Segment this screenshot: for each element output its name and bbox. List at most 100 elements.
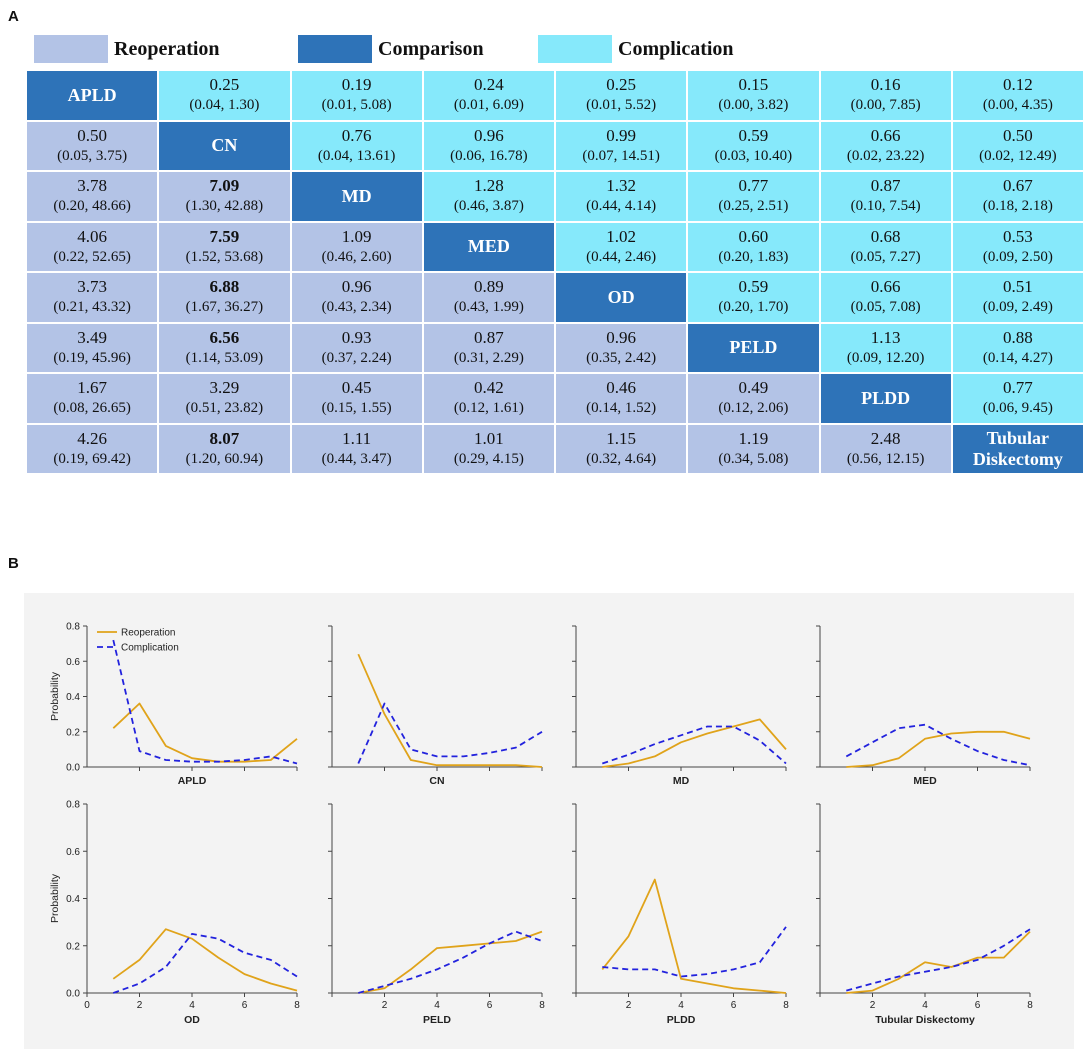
estimate-value: 0.99 bbox=[606, 125, 636, 145]
estimate-value: 0.51 bbox=[1003, 277, 1033, 297]
reoperation-cell-r8-c4: 1.01 (0.29, 4.15) bbox=[422, 423, 555, 474]
reoperation-series-line bbox=[357, 653, 543, 768]
confidence-interval: (0.05, 7.08) bbox=[850, 299, 921, 316]
complication-cell-r1-c4: 0.24 (0.01, 6.09) bbox=[422, 70, 555, 121]
reoperation-series-line bbox=[846, 730, 1031, 768]
confidence-interval: (0.10, 7.54) bbox=[850, 198, 921, 215]
confidence-interval: (0.20, 1.83) bbox=[718, 248, 789, 265]
reoperation-cell-r7-c2: 3.29 (0.51, 23.82) bbox=[158, 373, 291, 424]
y-tick-label: 0.6 bbox=[66, 657, 80, 668]
confidence-interval: (0.02, 23.22) bbox=[846, 147, 925, 164]
complication-series-line bbox=[112, 639, 298, 765]
estimate-value: 3.73 bbox=[77, 277, 107, 297]
x-axis-label: PELD bbox=[423, 1014, 451, 1026]
confidence-interval: (0.19, 69.42) bbox=[53, 450, 131, 467]
estimate-value: 4.26 bbox=[77, 428, 107, 448]
reoperation-cell-r5-c1: 3.73 (0.21, 43.32) bbox=[26, 272, 159, 323]
estimate-value: 0.93 bbox=[341, 327, 372, 347]
legend-swatch-reoperation bbox=[34, 35, 108, 63]
x-tick-label: 6 bbox=[731, 1000, 737, 1011]
treatment-cell-tubular-diskectomy: Tubular Diskectomy bbox=[951, 423, 1084, 474]
estimate-value: 0.89 bbox=[474, 277, 504, 297]
x-tick-label: 4 bbox=[678, 1000, 684, 1011]
estimate-value: 0.77 bbox=[1003, 378, 1033, 398]
estimate-value: 0.59 bbox=[738, 277, 769, 297]
complication-cell-r3-c7: 0.87 (0.10, 7.54) bbox=[819, 171, 952, 222]
x-tick-label: 8 bbox=[783, 1000, 789, 1011]
x-axis-label: PLDD bbox=[667, 1014, 696, 1026]
complication-cell-r1-c2: 0.25 (0.04, 1.30) bbox=[158, 70, 291, 121]
confidence-interval: (0.00, 7.85) bbox=[850, 97, 921, 114]
treatment-label: APLD bbox=[67, 84, 117, 105]
estimate-value: 8.07 bbox=[209, 428, 240, 448]
confidence-interval: (1.30, 42.88) bbox=[185, 198, 264, 215]
complication-cell-r7-c8: 0.77 (0.06, 9.45) bbox=[951, 373, 1084, 424]
estimate-value: 6.88 bbox=[209, 277, 240, 297]
estimate-value: 0.25 bbox=[606, 75, 636, 95]
reoperation-series-line bbox=[601, 878, 787, 994]
x-tick-label: 2 bbox=[870, 1000, 876, 1011]
complication-cell-r1-c5: 0.25 (0.01, 5.52) bbox=[555, 70, 688, 121]
complication-cell-r5-c7: 0.66 (0.05, 7.08) bbox=[819, 272, 952, 323]
confidence-interval: (0.20, 48.66) bbox=[53, 198, 131, 215]
estimate-value: 0.46 bbox=[606, 378, 636, 398]
treatment-cell-cn: CN bbox=[158, 120, 291, 171]
x-tick-label: 2 bbox=[137, 1000, 143, 1011]
estimate-value: 1.13 bbox=[870, 327, 901, 347]
estimate-value: 0.96 bbox=[474, 125, 504, 145]
complication-series-line bbox=[357, 702, 543, 764]
estimate-value: 2.48 bbox=[870, 428, 901, 448]
estimate-value: 3.78 bbox=[77, 176, 107, 196]
estimate-value: 0.66 bbox=[870, 277, 901, 297]
confidence-interval: (0.01, 5.52) bbox=[586, 97, 657, 114]
confidence-interval: (0.01, 6.09) bbox=[453, 97, 524, 114]
x-tick-label: 4 bbox=[922, 1000, 928, 1011]
confidence-interval: (0.09, 12.20) bbox=[846, 349, 925, 366]
estimate-value: 1.15 bbox=[606, 428, 636, 448]
reoperation-cell-r8-c1: 4.26 (0.19, 69.42) bbox=[26, 423, 159, 474]
complication-cell-r3-c8: 0.67 (0.18, 2.18) bbox=[951, 171, 1084, 222]
estimate-value: 0.96 bbox=[341, 277, 372, 297]
legend-label-reoperation: Reoperation bbox=[114, 37, 220, 60]
x-axis-label: OD bbox=[184, 1014, 200, 1026]
x-tick-label: 8 bbox=[539, 1000, 545, 1011]
reoperation-cell-r4-c2: 7.59 (1.52, 53.68) bbox=[158, 221, 291, 272]
reoperation-cell-r7-c5: 0.46 (0.14, 1.52) bbox=[555, 373, 688, 424]
complication-cell-r1-c8: 0.12 (0.00, 4.35) bbox=[951, 70, 1084, 121]
reoperation-series-line bbox=[846, 930, 1031, 994]
reoperation-cell-r6-c2: 6.56 (1.14, 53.09) bbox=[158, 322, 291, 373]
estimate-value: 3.49 bbox=[77, 327, 107, 347]
complication-cell-r2-c4: 0.96 (0.06, 16.78) bbox=[422, 120, 555, 171]
x-tick-label: 8 bbox=[1027, 1000, 1033, 1011]
complication-cell-r4-c8: 0.53 (0.09, 2.50) bbox=[951, 221, 1084, 272]
treatment-label: PLDD bbox=[861, 387, 911, 408]
rank-chart-peld: 2 4 6 8 PELD bbox=[328, 803, 545, 1026]
reoperation-cell-r7-c1: 1.67 (0.08, 26.65) bbox=[26, 373, 159, 424]
estimate-value: 0.49 bbox=[738, 378, 769, 398]
legend-swatch-complication bbox=[538, 35, 612, 63]
x-tick-label: 2 bbox=[382, 1000, 388, 1011]
reoperation-series-line bbox=[112, 928, 298, 992]
reoperation-cell-r6-c1: 3.49 (0.19, 45.96) bbox=[26, 322, 159, 373]
estimate-value: 3.29 bbox=[209, 378, 240, 398]
treatment-cell-pldd: PLDD bbox=[819, 373, 952, 424]
treatment-label: PELD bbox=[729, 337, 778, 358]
legend-reoperation-label: Reoperation bbox=[121, 628, 175, 639]
complication-cell-r6-c8: 0.88 (0.14, 4.27) bbox=[951, 322, 1084, 373]
reoperation-cell-r2-c1: 0.50 (0.05, 3.75) bbox=[26, 120, 159, 171]
reoperation-cell-r7-c4: 0.42 (0.12, 1.61) bbox=[422, 373, 555, 424]
rank-chart-pldd: 2 4 6 8 PLDD bbox=[572, 803, 789, 1026]
estimate-value: 0.59 bbox=[738, 125, 769, 145]
estimate-value: 0.15 bbox=[738, 75, 769, 95]
confidence-interval: (0.43, 1.99) bbox=[453, 299, 524, 316]
confidence-interval: (0.15, 1.55) bbox=[321, 400, 392, 417]
estimate-value: 0.77 bbox=[738, 176, 769, 196]
estimate-value: 0.76 bbox=[341, 125, 372, 145]
reoperation-cell-r6-c3: 0.93 (0.37, 2.24) bbox=[290, 322, 423, 373]
estimate-value: 4.06 bbox=[77, 226, 107, 246]
x-axis-label: MD bbox=[673, 775, 690, 787]
treatment-label: Diskectomy bbox=[972, 448, 1063, 469]
complication-series-line bbox=[845, 723, 1031, 767]
confidence-interval: (0.12, 1.61) bbox=[453, 400, 524, 417]
rank-chart-cn: CN bbox=[328, 625, 543, 787]
